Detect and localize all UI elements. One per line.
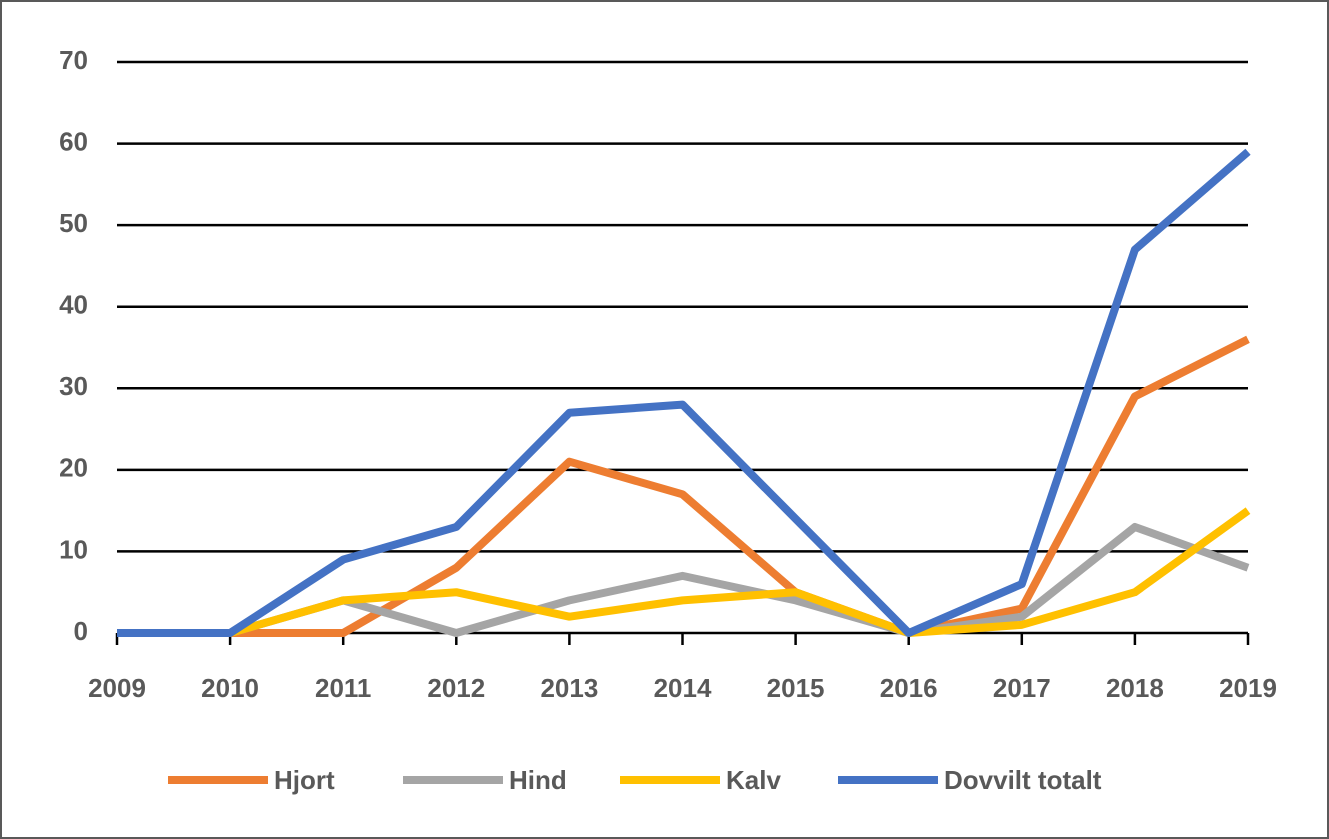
x-tick-label: 2018 bbox=[1106, 673, 1164, 703]
y-tick-label: 20 bbox=[59, 453, 88, 483]
x-tick-label: 2012 bbox=[427, 673, 485, 703]
y-tick-label: 60 bbox=[59, 126, 88, 156]
series-line bbox=[117, 507, 1251, 637]
y-tick-label: 50 bbox=[59, 208, 88, 238]
series-line bbox=[117, 335, 1250, 637]
legend-label: Kalv bbox=[726, 765, 781, 795]
y-tick-label: 10 bbox=[59, 534, 88, 564]
y-tick-label: 0 bbox=[74, 616, 88, 646]
legend-label: Hind bbox=[509, 765, 567, 795]
y-tick-label: 30 bbox=[59, 371, 88, 401]
x-tick-label: 2009 bbox=[88, 673, 146, 703]
x-tick-label: 2010 bbox=[201, 673, 259, 703]
y-tick-label: 70 bbox=[59, 45, 88, 75]
x-tick-label: 2014 bbox=[654, 673, 712, 703]
x-tick-label: 2017 bbox=[993, 673, 1051, 703]
x-tick-label: 2019 bbox=[1219, 673, 1277, 703]
x-tick-label: 2013 bbox=[540, 673, 598, 703]
series-line bbox=[117, 148, 1251, 637]
x-tick-label: 2016 bbox=[880, 673, 938, 703]
legend-label: Dovvilt totalt bbox=[944, 765, 1102, 795]
x-tick-label: 2015 bbox=[767, 673, 825, 703]
y-tick-label: 40 bbox=[59, 290, 88, 320]
x-tick-label: 2011 bbox=[315, 673, 371, 703]
legend-label: Hjort bbox=[274, 765, 335, 795]
